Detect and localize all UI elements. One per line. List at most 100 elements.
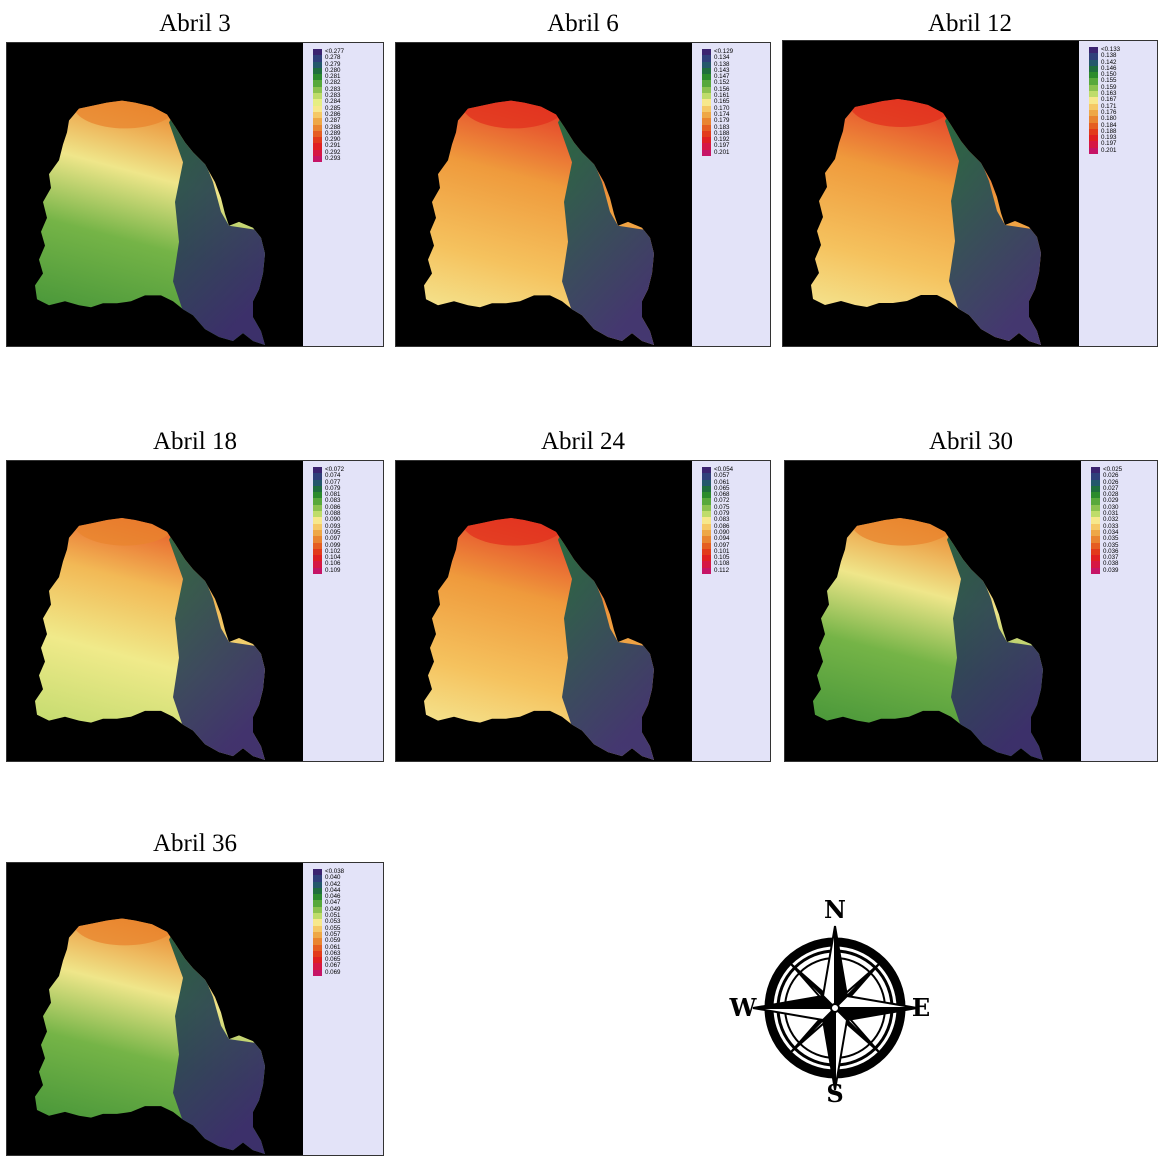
legend-label: 0.075 — [714, 503, 730, 511]
legend-item: 0.035 — [1091, 535, 1151, 543]
legend-label: 0.101 — [714, 547, 730, 555]
legend-item: 0.026 — [1091, 472, 1151, 480]
compass-west-label: W — [729, 993, 758, 1022]
watershed-map — [424, 518, 654, 761]
legend-item: 0.046 — [313, 893, 373, 901]
legend-swatch — [313, 969, 322, 977]
legend-label: 0.159 — [1101, 83, 1117, 91]
legend-swatch — [702, 536, 711, 543]
legend-label: 0.039 — [1103, 566, 1119, 574]
legend-label: 0.086 — [714, 522, 730, 530]
legend-item: 0.074 — [313, 472, 373, 480]
legend-swatch — [1089, 84, 1098, 92]
legend-swatch — [702, 93, 711, 100]
legend-swatch — [702, 55, 711, 62]
legend-label: 0.167 — [1101, 96, 1117, 104]
legend-swatch — [702, 130, 711, 138]
legend-swatch — [313, 548, 322, 556]
legend-swatch — [1089, 116, 1098, 123]
legend-item: 0.188 — [1089, 128, 1149, 136]
compass-east-label: E — [912, 993, 930, 1022]
legend-item: 0.161 — [702, 92, 762, 100]
legend-swatch — [1091, 504, 1100, 512]
legend-label: 0.031 — [1103, 510, 1119, 518]
legend-item: 0.099 — [313, 542, 373, 549]
legend-swatch — [702, 529, 711, 537]
legend-label: <0.072 — [325, 466, 345, 473]
legend-swatch — [1089, 72, 1098, 79]
legend-label: 0.288 — [325, 123, 341, 131]
legend-swatch — [313, 156, 322, 163]
legend-label: 0.057 — [714, 472, 730, 480]
legend-label: 0.097 — [714, 541, 730, 549]
legend-label: 0.094 — [714, 535, 730, 543]
legend-label: 0.170 — [714, 104, 730, 112]
legend-swatch — [313, 900, 322, 907]
legend-swatch — [313, 86, 322, 94]
legend-swatch — [313, 55, 322, 62]
legend-label: 0.040 — [325, 874, 341, 882]
legend-item: 0.280 — [313, 67, 373, 75]
legend-item: 0.176 — [1089, 109, 1149, 117]
legend-label: 0.282 — [325, 79, 341, 87]
legend-swatch — [313, 925, 322, 932]
legend-item: 0.192 — [702, 136, 762, 144]
legend-label: 0.201 — [714, 148, 730, 156]
legend-swatch — [313, 80, 322, 87]
legend-label: 0.180 — [1101, 115, 1117, 123]
raster-map — [785, 461, 1081, 761]
legend-item: 0.286 — [313, 111, 373, 119]
legend-swatch — [313, 498, 322, 505]
legend-label: 0.134 — [714, 54, 730, 62]
legend-item: 0.028 — [1091, 491, 1151, 499]
eastern-highlands — [169, 920, 265, 1155]
legend-label: 0.109 — [325, 566, 341, 574]
legend: <0.133 0.138 0.142 0.146 0.150 0.155 0.159 0.16… — [1089, 46, 1149, 155]
legend-item: 0.156 — [702, 86, 762, 94]
legend-item: 0.138 — [702, 61, 762, 68]
legend-item: 0.193 — [1089, 134, 1149, 142]
legend-swatch — [313, 555, 322, 562]
legend-swatch — [313, 944, 322, 951]
legend-swatch — [702, 86, 711, 94]
legend-item: 0.138 — [1089, 52, 1149, 60]
legend-item: <0.129 — [702, 48, 762, 56]
northern-zone — [462, 518, 566, 546]
legend-swatch — [702, 99, 711, 106]
legend-label: 0.077 — [325, 478, 341, 486]
legend-label: 0.037 — [1103, 554, 1119, 562]
legend-swatch — [313, 467, 322, 474]
legend-item: 0.042 — [313, 881, 373, 888]
watershed-map — [35, 100, 265, 346]
legend-swatch — [313, 492, 322, 499]
legend-swatch — [1089, 97, 1098, 104]
legend-label: 0.090 — [714, 528, 730, 536]
legend-swatch — [702, 137, 711, 144]
legend-label: 0.106 — [325, 560, 341, 568]
legend-label: 0.283 — [325, 92, 341, 100]
legend-swatch — [313, 523, 322, 530]
legend-label: 0.163 — [1101, 90, 1117, 98]
legend-label: 0.081 — [325, 491, 341, 499]
legend-label: 0.028 — [1103, 491, 1119, 499]
legend-swatch — [313, 118, 322, 125]
legend-swatch — [313, 529, 322, 537]
map-panel-abril-6: Abril 6 <0.129 0.134 0.138 0.143 0.147 0.152 0… — [395, 10, 771, 347]
legend-swatch — [702, 143, 711, 150]
legend-item: 0.108 — [702, 560, 762, 568]
legend-label: 0.065 — [714, 484, 730, 492]
legend-label: 0.150 — [1101, 71, 1117, 79]
legend-swatch — [313, 61, 322, 68]
legend-label: 0.108 — [714, 560, 730, 568]
legend-item: 0.047 — [313, 900, 373, 907]
legend-item: 0.183 — [702, 124, 762, 131]
legend-item: 0.086 — [702, 522, 762, 530]
map-panel-abril-36: Abril 36 <0.038 0.040 0.042 0.044 0.046 0.047… — [6, 830, 384, 1156]
legend-item: 0.106 — [313, 560, 373, 568]
legend-swatch — [313, 561, 322, 568]
legend-swatch — [1089, 78, 1098, 85]
compass-rose: N S E W — [725, 890, 935, 1105]
legend-item: 0.150 — [1089, 71, 1149, 79]
raster-map — [7, 863, 303, 1155]
legend-swatch — [1091, 536, 1100, 543]
